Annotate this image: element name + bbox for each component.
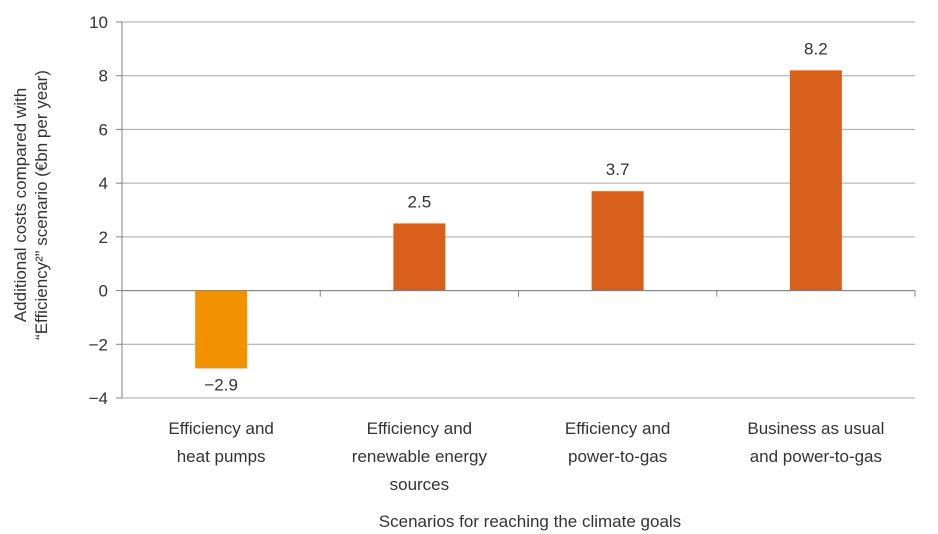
axes <box>116 21 916 399</box>
category-label: Efficiency and <box>565 419 671 438</box>
y-axis-title-line-1: Additional costs compared with <box>11 88 30 322</box>
category-label: power-to-gas <box>568 447 667 466</box>
y-axis-title: Additional costs compared with “Efficien… <box>11 70 51 340</box>
y-tick-label: 2 <box>99 228 108 247</box>
y-tick-label: 0 <box>99 282 108 301</box>
bars <box>195 70 842 369</box>
y-tick-labels: 10 8 6 4 2 0 −2 −4 <box>89 13 108 408</box>
category-label: Business as usual <box>747 419 884 438</box>
category-label: renewable energy <box>352 447 488 466</box>
x-axis-title: Scenarios for reaching the climate goals <box>379 512 681 531</box>
y-axis-title-line-2: “Efficiency²” scenario (€bn per year) <box>32 70 51 340</box>
data-labels: −2.9 2.5 3.7 8.2 <box>204 39 827 394</box>
y-tick-label: 10 <box>89 13 108 32</box>
category-label: Efficiency and <box>367 419 473 438</box>
data-label: 2.5 <box>408 192 432 211</box>
y-tick-label: −4 <box>89 389 108 408</box>
bar <box>789 70 842 291</box>
category-label: Efficiency and <box>168 419 274 438</box>
category-label: sources <box>390 475 450 494</box>
data-label: −2.9 <box>204 375 238 394</box>
bar <box>195 290 248 369</box>
category-label: heat pumps <box>177 447 266 466</box>
y-tick-label: 8 <box>99 67 108 86</box>
y-tick-label: 4 <box>99 174 108 193</box>
data-label: 3.7 <box>606 160 630 179</box>
category-labels: Efficiency and heat pumps Efficiency and re… <box>168 419 884 494</box>
y-tick-label: −2 <box>89 335 108 354</box>
category-label: and power-to-gas <box>750 447 882 466</box>
y-tick-label: 6 <box>99 120 108 139</box>
data-label: 8.2 <box>804 39 828 58</box>
bar <box>591 191 644 291</box>
bar <box>393 223 446 291</box>
